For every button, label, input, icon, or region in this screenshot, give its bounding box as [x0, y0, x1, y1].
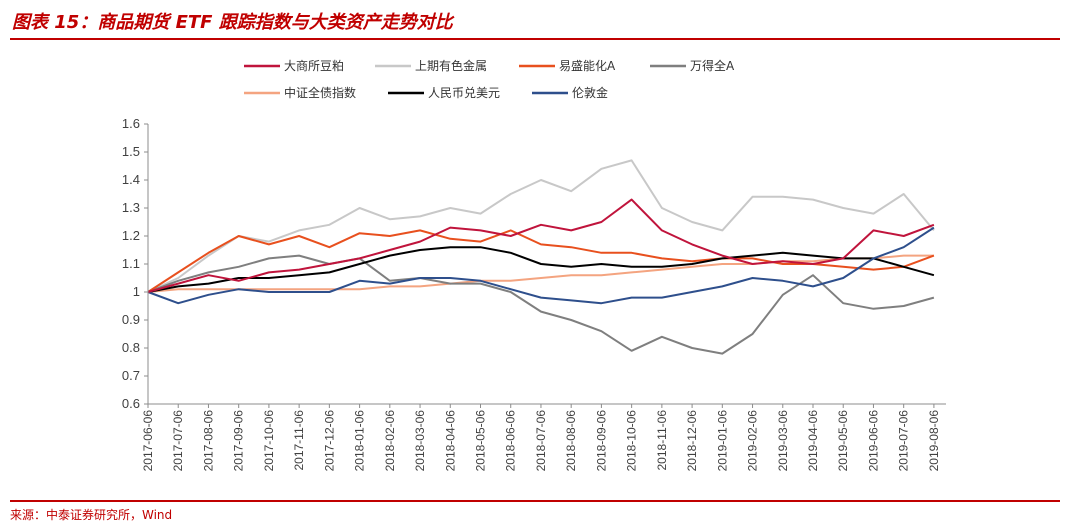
x-tick-label: 2019-03-06 — [776, 410, 790, 472]
legend-label-2: 易盛能化A — [559, 58, 616, 73]
series-line-6 — [147, 226, 935, 305]
legend-label-0: 大商所豆粕 — [284, 58, 344, 73]
title-rule — [10, 38, 1060, 40]
x-tick-label: 2018-10-06 — [625, 410, 639, 472]
y-tick-label: 1.5 — [122, 144, 140, 159]
x-tick-label: 2018-08-06 — [564, 410, 578, 472]
legend-label-1: 上期有色金属 — [415, 58, 487, 73]
x-tick-label: 2018-09-06 — [594, 410, 608, 472]
source-note: 来源：中泰证券研究所，Wind — [10, 508, 173, 522]
legend-label-4: 中证全债指数 — [284, 85, 356, 100]
series-line-5 — [147, 246, 935, 293]
y-tick-label: 0.9 — [122, 312, 140, 327]
series-line-4 — [147, 254, 934, 293]
chart-legend: 大商所豆粕 上期有色金属 易盛能化A 万得全A 中证全债指数 人民币兑美元 伦敦金 — [244, 58, 735, 100]
x-tick-label: 2019-04-06 — [806, 410, 820, 472]
x-tick-label: 2017-09-06 — [232, 410, 246, 472]
x-tick-label: 2019-01-06 — [715, 410, 729, 472]
y-tick-label: 0.8 — [122, 340, 140, 355]
x-tick-label: 2017-08-06 — [201, 410, 215, 472]
y-tick-label: 1.6 — [122, 116, 140, 131]
x-tick-label: 2018-05-06 — [474, 410, 488, 472]
y-tick-label: 0.6 — [122, 396, 140, 411]
y-tick-label: 1.4 — [122, 172, 140, 187]
x-tick-label: 2018-11-06 — [655, 410, 669, 471]
x-tick-label: 2017-10-06 — [262, 410, 276, 472]
series-line-1 — [147, 159, 935, 293]
x-tick-label: 2017-11-06 — [292, 410, 306, 471]
x-tick-label: 2019-07-06 — [897, 410, 911, 472]
series-lines — [147, 159, 935, 355]
y-tick-label: 1.3 — [122, 200, 140, 215]
x-tick-label: 2018-02-06 — [383, 410, 397, 472]
y-tick-label: 1 — [133, 284, 140, 299]
legend-label-5: 人民币兑美元 — [428, 86, 500, 100]
series-line-3 — [147, 254, 935, 355]
y-tick-label: 1.2 — [122, 228, 140, 243]
x-tick-label: 2017-06-06 — [141, 410, 155, 472]
y-tick-label: 1.1 — [122, 256, 140, 271]
x-tick-label: 2018-12-06 — [685, 410, 699, 472]
x-tick-label: 2019-05-06 — [836, 410, 850, 472]
x-tick-label: 2017-12-06 — [322, 410, 336, 472]
x-tick-label: 2017-07-06 — [171, 410, 185, 472]
series-line-0 — [147, 198, 935, 293]
axes: 0.6 0.7 0.8 0.9 1 1.1 1.2 1.3 1.4 1.5 1.6 2017-06-0… — [122, 116, 946, 471]
footer-rule — [10, 500, 1060, 502]
x-tick-label: 2018-01-06 — [353, 410, 367, 472]
x-tick-label: 2019-02-06 — [746, 410, 760, 472]
x-tick-label: 2018-06-06 — [504, 410, 518, 472]
y-tick-label: 0.7 — [122, 368, 140, 383]
figure-title: 图表 15：商品期货 ETF 跟踪指数与大类资产走势对比 — [12, 12, 453, 33]
legend-label-6: 伦敦金 — [572, 85, 608, 100]
legend-label-3: 万得全A — [690, 58, 735, 73]
x-tick-label: 2018-04-06 — [443, 410, 457, 472]
x-tick-label: 2019-06-06 — [866, 410, 880, 472]
x-tick-label: 2018-03-06 — [413, 410, 427, 472]
x-tick-label: 2018-07-06 — [534, 410, 548, 472]
x-tick-label: 2019-08-06 — [927, 410, 941, 472]
